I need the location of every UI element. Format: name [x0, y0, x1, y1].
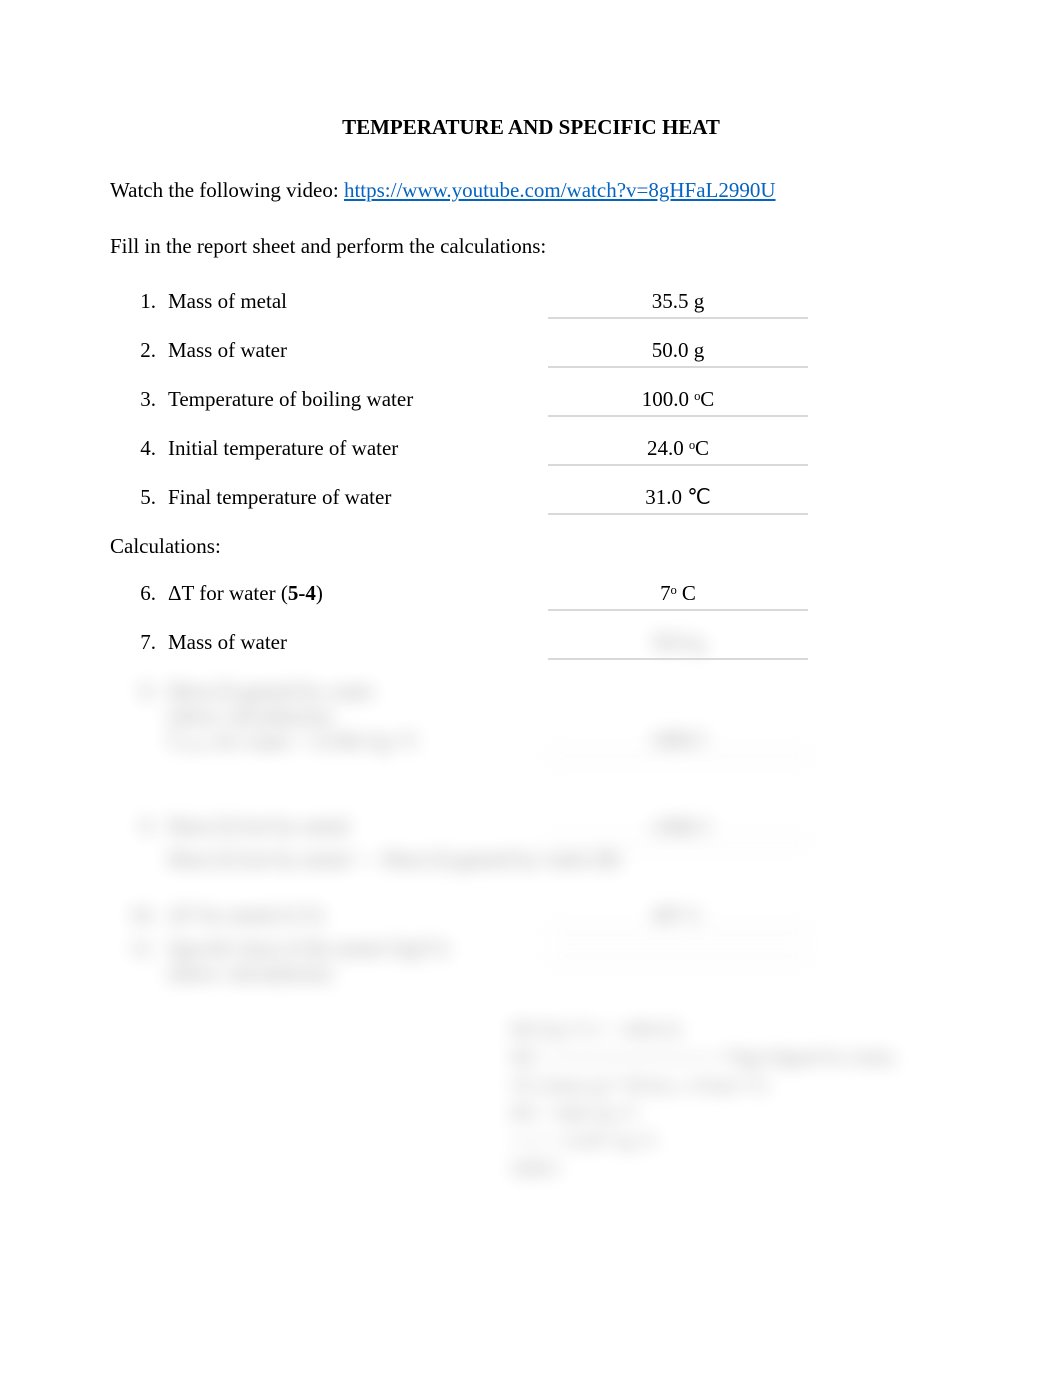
- spacer: [110, 873, 952, 903]
- underline: [548, 658, 808, 660]
- item-label: Specific heat of the metal J/(g°C): [168, 936, 548, 961]
- list-item: 3. Temperature of boiling water 100.0 ᵒC: [110, 387, 952, 414]
- equation-line: SH = ───────────── *Sign flipped for cla…: [510, 1044, 952, 1072]
- item-sublabel: (show calculations): [168, 961, 548, 986]
- list-item: 6. ΔT for water (5-4) 7ᵒ C: [110, 581, 952, 608]
- item-number: 9.: [110, 814, 168, 839]
- calculations-heading: Calculations:: [110, 534, 952, 559]
- item-number: 4.: [110, 436, 168, 461]
- item-label: ΔT for metal (3-5): [168, 903, 548, 928]
- list-item: 4. Initial temperature of water 24.0 ᵒC: [110, 436, 952, 463]
- item-label: Initial temperature of water: [168, 436, 548, 461]
- blurred-item-8: 8. Heat (J) gained by water (show calcul…: [110, 679, 952, 754]
- underline: [548, 842, 808, 844]
- page-title: TEMPERATURE AND SPECIFIC HEAT: [110, 115, 952, 140]
- item-label-line: (show calculations): [168, 704, 548, 729]
- item-label: Mass of water: [168, 338, 548, 363]
- item-number: 6.: [110, 581, 168, 606]
- item-label: Mass of metal: [168, 289, 548, 314]
- item-value: 100.0 ᵒC: [642, 387, 715, 414]
- item-value: 24.0 ᵒC: [647, 436, 709, 463]
- underline: [548, 317, 808, 319]
- label-bold: 5-4: [288, 581, 316, 605]
- document-page: TEMPERATURE AND SPECIFIC HEAT Watch the …: [0, 0, 1062, 1243]
- equation-line: ─── = 0.597 J/g·°C: [510, 1128, 952, 1156]
- value-field: 24.0 ᵒC: [548, 436, 808, 463]
- item-label: ΔT for water (5-4): [168, 581, 548, 606]
- item-number: 2.: [110, 338, 168, 363]
- item-number: 5.: [110, 485, 168, 510]
- item-value: 7ᵒ C: [660, 581, 696, 608]
- value-field: 69° C: [548, 903, 808, 930]
- item-number: 10.: [110, 903, 168, 928]
- item-value: 69° C: [654, 903, 703, 930]
- item-value: 1464 J: [650, 727, 705, 754]
- list-item: 2. Mass of water 50.0 g: [110, 338, 952, 365]
- equation-line: SH = 1464 J/g·°C: [510, 1100, 952, 1128]
- value-field: 1464 J: [548, 727, 808, 754]
- label-part: ΔT for water (: [168, 581, 288, 605]
- item-number: 11.: [110, 936, 168, 961]
- equation-line: SH (J/g·°C) = -1464 (J): [510, 1016, 952, 1044]
- instruction-text: Fill in the report sheet and perform the…: [110, 232, 952, 260]
- value-field: 50.0 g: [548, 630, 808, 657]
- list-item: 5. Final temperature of water 31.0 ℃: [110, 485, 952, 512]
- item-label-line: C₍ₛₚ₎ for water = 4.184 J/g·°C: [168, 729, 548, 754]
- value-field: 7ᵒ C: [548, 581, 808, 608]
- item-label-line: Heat (J) gained by water: [168, 679, 548, 704]
- item-label: Temperature of boiling water: [168, 387, 548, 412]
- value-field: -1464 J: [548, 814, 808, 841]
- item-number: 1.: [110, 289, 168, 314]
- item-value: 35.5 g: [652, 289, 705, 316]
- intro-text: Watch the following video:: [110, 178, 344, 202]
- list-item: 1. Mass of metal 35.5 g: [110, 289, 952, 316]
- item-value: 50.0 g: [652, 630, 705, 657]
- item-number: 8.: [110, 679, 168, 704]
- value-field: 50.0 g: [548, 338, 808, 365]
- measurement-list: 1. Mass of metal 35.5 g 2. Mass of water…: [110, 289, 952, 512]
- underline: [548, 513, 808, 515]
- spacer: [110, 754, 952, 814]
- blurred-items-10-11: 10. ΔT for metal (3-5) 69° C 11. Specifi…: [110, 903, 952, 986]
- spacer: [110, 986, 952, 1016]
- video-link[interactable]: https://www.youtube.com/watch?v=8gHFaL29…: [344, 178, 776, 202]
- label-part: ): [316, 581, 323, 605]
- underline: [548, 931, 808, 933]
- blurred-equations: SH (J/g·°C) = -1464 (J) SH = ───────────…: [510, 1016, 952, 1183]
- item-value: 31.0 ℃: [645, 485, 711, 512]
- list-item: 7. Mass of water 50.0 g: [110, 630, 952, 657]
- item-label: Final temperature of water: [168, 485, 548, 510]
- blurred-item-9: 9. Heat (J) lost by metal -1464 J Heat (…: [110, 814, 952, 873]
- item-label: Mass of water: [168, 630, 548, 655]
- item-sublabel: Heat (J) lost by metal = - Heat (J) gain…: [168, 845, 952, 873]
- underline: [548, 415, 808, 417]
- value-field: 31.0 ℃: [548, 485, 808, 512]
- underline: [548, 956, 808, 958]
- item-number: 3.: [110, 387, 168, 412]
- item-number: 7.: [110, 630, 168, 655]
- value-field: 100.0 ᵒC: [548, 387, 808, 414]
- value-field: 35.5 g: [548, 289, 808, 316]
- underline: [548, 464, 808, 466]
- underline: [548, 609, 808, 611]
- intro-paragraph: Watch the following video: https://www.y…: [110, 176, 952, 204]
- calculation-list: 6. ΔT for water (5-4) 7ᵒ C 7. Mass of wa…: [110, 581, 952, 657]
- item-value: -1464 J: [647, 814, 709, 841]
- equation-line: 2449.5: [510, 1155, 952, 1183]
- equation-line: 35.5 (mass g) * 69 (m.s. of heat °C): [510, 1072, 952, 1100]
- underline: [548, 366, 808, 368]
- item-value: 50.0 g: [652, 338, 705, 365]
- item-label: Heat (J) lost by metal: [168, 814, 548, 839]
- underline: [548, 755, 808, 757]
